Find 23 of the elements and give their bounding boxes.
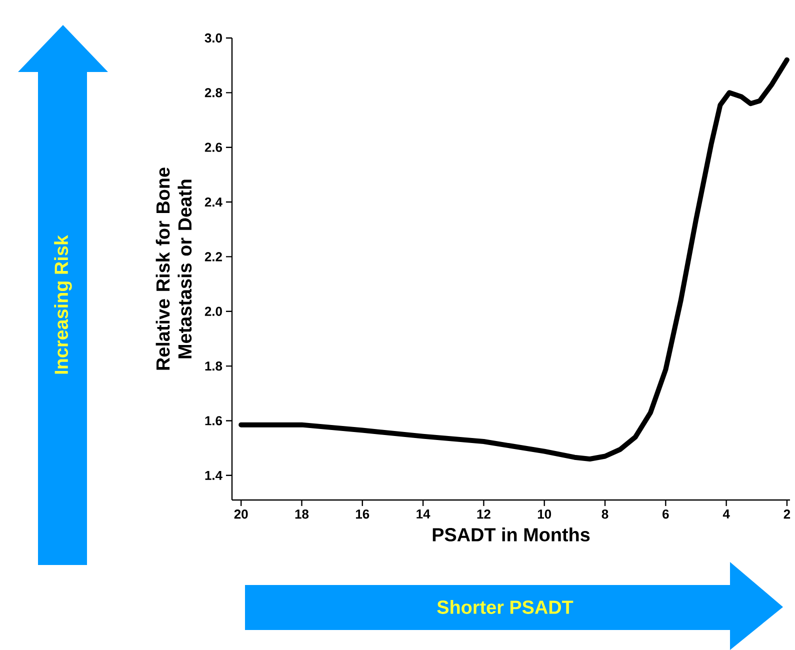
x-tick-label: 2 — [784, 510, 790, 519]
x-tick-label: 14 — [416, 510, 430, 518]
y-tick-label: 2.2 — [204, 252, 222, 262]
text: Shorter PSADT — [437, 600, 574, 614]
x-tick-label: 18 — [295, 510, 309, 519]
x-tick-label: 20 — [234, 510, 248, 519]
x-tick-label: 8 — [602, 510, 608, 519]
x-tick-label: 4 — [722, 510, 730, 518]
y-tick-label: 2.4 — [204, 197, 222, 207]
y-tick-label: 2.0 — [204, 306, 222, 316]
text: Increasing Risk — [54, 235, 72, 374]
x-tick-label: 16 — [356, 510, 370, 519]
x-tick-label: 6 — [662, 510, 669, 519]
y-tick-label: 2.8 — [204, 88, 222, 98]
y-tick-label: 1.4 — [205, 470, 222, 480]
x-tick-label: 12 — [477, 510, 490, 519]
x-axis-title: PSADT in Months — [432, 528, 590, 542]
y-tick-label: 2.6 — [204, 142, 222, 152]
y-axis-title: Relative Risk for Bone Metastasis or Death — [156, 168, 192, 370]
x-tick-label: 10 — [538, 510, 552, 519]
y-tick-label: 3.0 — [204, 33, 222, 43]
y-tick-label: 1.6 — [205, 416, 222, 426]
y-tick-label: 1.8 — [205, 361, 222, 371]
